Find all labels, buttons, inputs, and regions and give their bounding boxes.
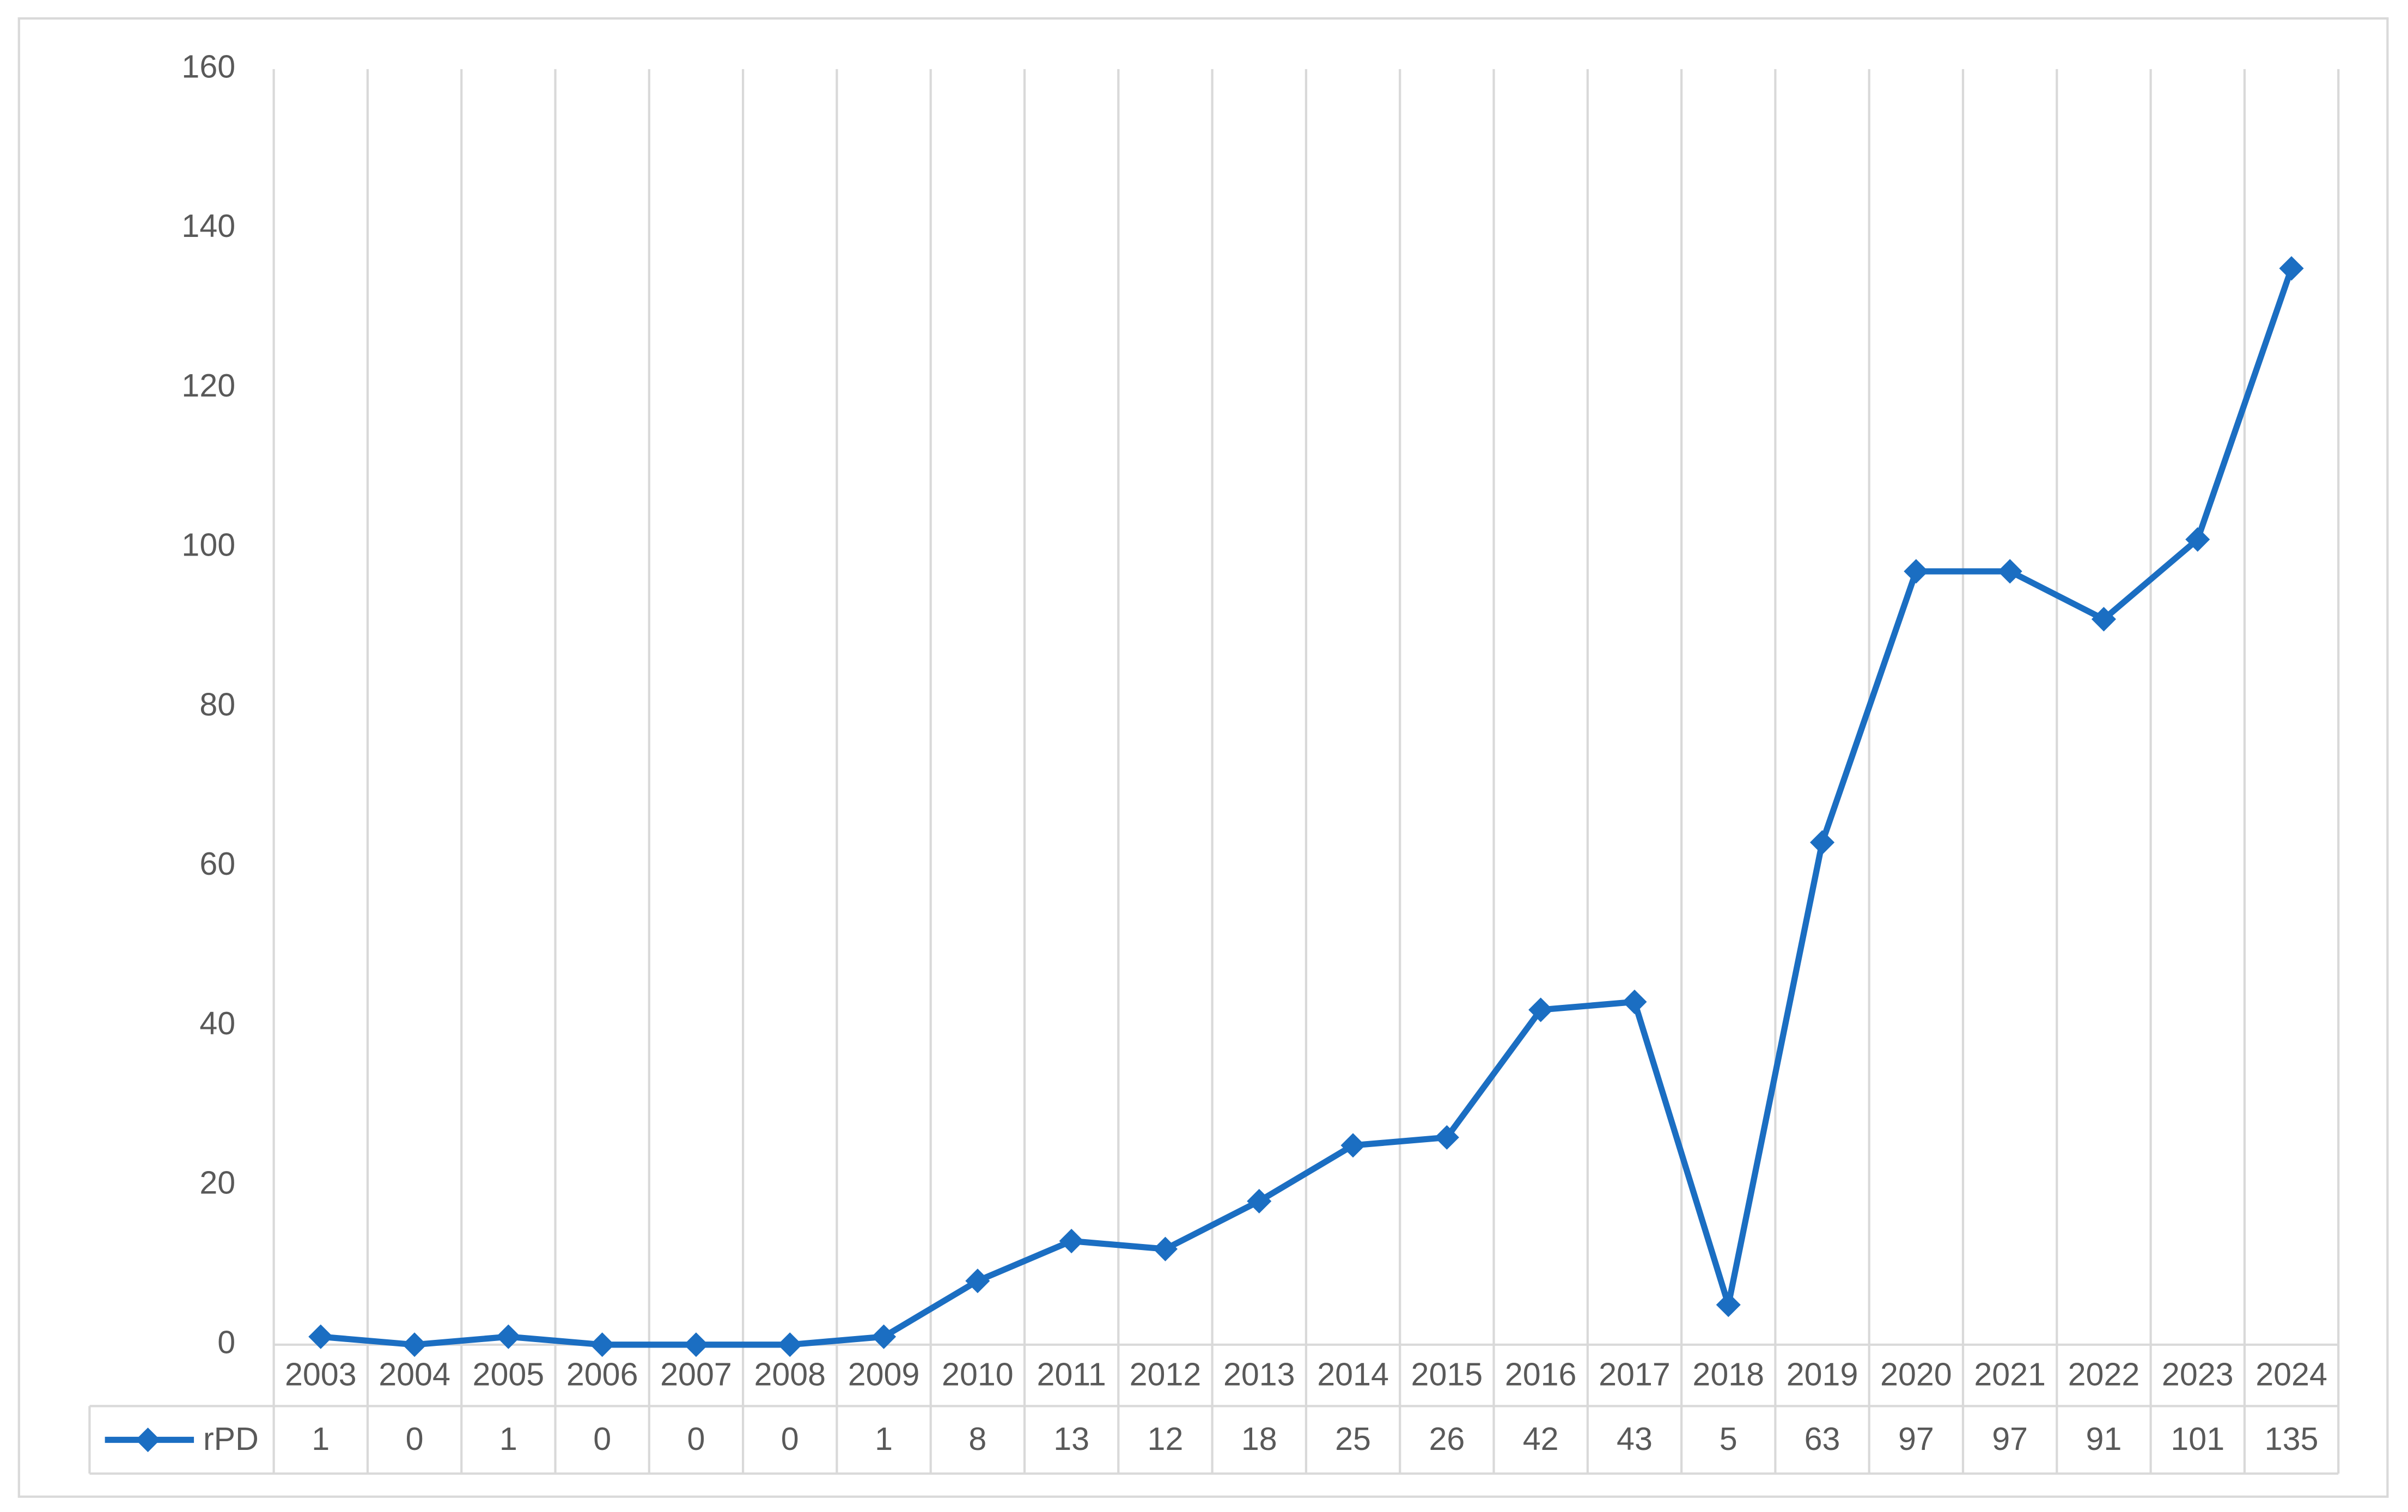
- marker: [684, 1332, 709, 1357]
- table-value: 5: [1720, 1420, 1738, 1457]
- y-tick-label: 120: [181, 367, 235, 404]
- marker: [1528, 997, 1553, 1022]
- marker: [1810, 830, 1835, 855]
- marker: [1153, 1236, 1178, 1261]
- marker: [308, 1324, 333, 1349]
- x-tick-label: 2007: [660, 1356, 732, 1393]
- table-value: 18: [1241, 1420, 1277, 1457]
- chart-border: [17, 17, 2389, 1498]
- marker: [965, 1269, 990, 1294]
- table-value: 12: [1148, 1420, 1184, 1457]
- y-tick-label: 40: [199, 1005, 235, 1041]
- y-tick-label: 80: [199, 686, 235, 722]
- x-tick-label: 2013: [1223, 1356, 1295, 1393]
- y-tick-label: 140: [181, 208, 235, 244]
- series-line: [320, 267, 2295, 1348]
- x-tick-label: 2022: [2068, 1356, 2140, 1393]
- x-tick-label: 2011: [1037, 1356, 1106, 1393]
- x-tick-label: 2010: [942, 1356, 1014, 1393]
- table-value: 42: [1523, 1420, 1559, 1457]
- y-tick-label: 160: [181, 48, 235, 84]
- x-tick-label: 2016: [1505, 1356, 1577, 1393]
- table-value: 63: [1805, 1420, 1840, 1457]
- x-tick-label: 2015: [1411, 1356, 1483, 1393]
- x-tick-label: 2019: [1787, 1356, 1858, 1393]
- table-value: 0: [781, 1420, 799, 1457]
- table-value: 91: [2086, 1420, 2122, 1457]
- marker: [496, 1324, 521, 1349]
- marker: [2091, 607, 2117, 632]
- table-value: 13: [1053, 1420, 1089, 1457]
- marker: [402, 1332, 427, 1357]
- x-tick-label: 2018: [1692, 1356, 1764, 1393]
- table-value: 97: [1992, 1420, 2028, 1457]
- x-tick-label: 2005: [473, 1356, 545, 1393]
- x-tick-label: 2008: [754, 1356, 826, 1393]
- table-value: 1: [499, 1420, 517, 1457]
- table-value: 43: [1617, 1420, 1653, 1457]
- table-value: 26: [1429, 1420, 1465, 1457]
- table-value: 1: [312, 1420, 330, 1457]
- y-tick-label: 60: [199, 845, 235, 882]
- x-tick-label: 2020: [1880, 1356, 1952, 1393]
- x-tick-label: 2004: [379, 1356, 450, 1393]
- x-tick-label: 2009: [848, 1356, 920, 1393]
- marker: [2185, 527, 2210, 552]
- marker: [871, 1324, 897, 1349]
- x-tick-label: 2014: [1317, 1356, 1389, 1393]
- marker: [2279, 256, 2304, 281]
- table-value: 0: [406, 1420, 424, 1457]
- table-value: 135: [2265, 1420, 2319, 1457]
- x-tick-label: 2012: [1130, 1356, 1202, 1393]
- table-value: 0: [593, 1420, 611, 1457]
- marker: [590, 1332, 615, 1357]
- x-tick-label: 2003: [285, 1356, 357, 1393]
- marker: [1434, 1125, 1459, 1150]
- marker: [1622, 989, 1647, 1014]
- marker: [1716, 1292, 1741, 1318]
- y-tick-label: 0: [217, 1324, 235, 1360]
- table-value: 25: [1335, 1420, 1371, 1457]
- table-value: 101: [2171, 1420, 2224, 1457]
- table-value: 1: [875, 1420, 893, 1457]
- x-tick-label: 2021: [1974, 1356, 2046, 1393]
- y-tick-label: 100: [181, 527, 235, 563]
- marker: [1059, 1228, 1084, 1254]
- x-tick-label: 2024: [2255, 1356, 2327, 1393]
- x-tick-label: 2006: [566, 1356, 638, 1393]
- table-value: 97: [1898, 1420, 1934, 1457]
- marker: [777, 1332, 802, 1357]
- table-value: 0: [687, 1420, 705, 1457]
- x-tick-label: 2023: [2162, 1356, 2234, 1393]
- x-tick-label: 2017: [1599, 1356, 1671, 1393]
- table-value: 8: [968, 1420, 986, 1457]
- y-tick-label: 20: [199, 1165, 235, 1201]
- legend-label: rPD: [203, 1420, 259, 1457]
